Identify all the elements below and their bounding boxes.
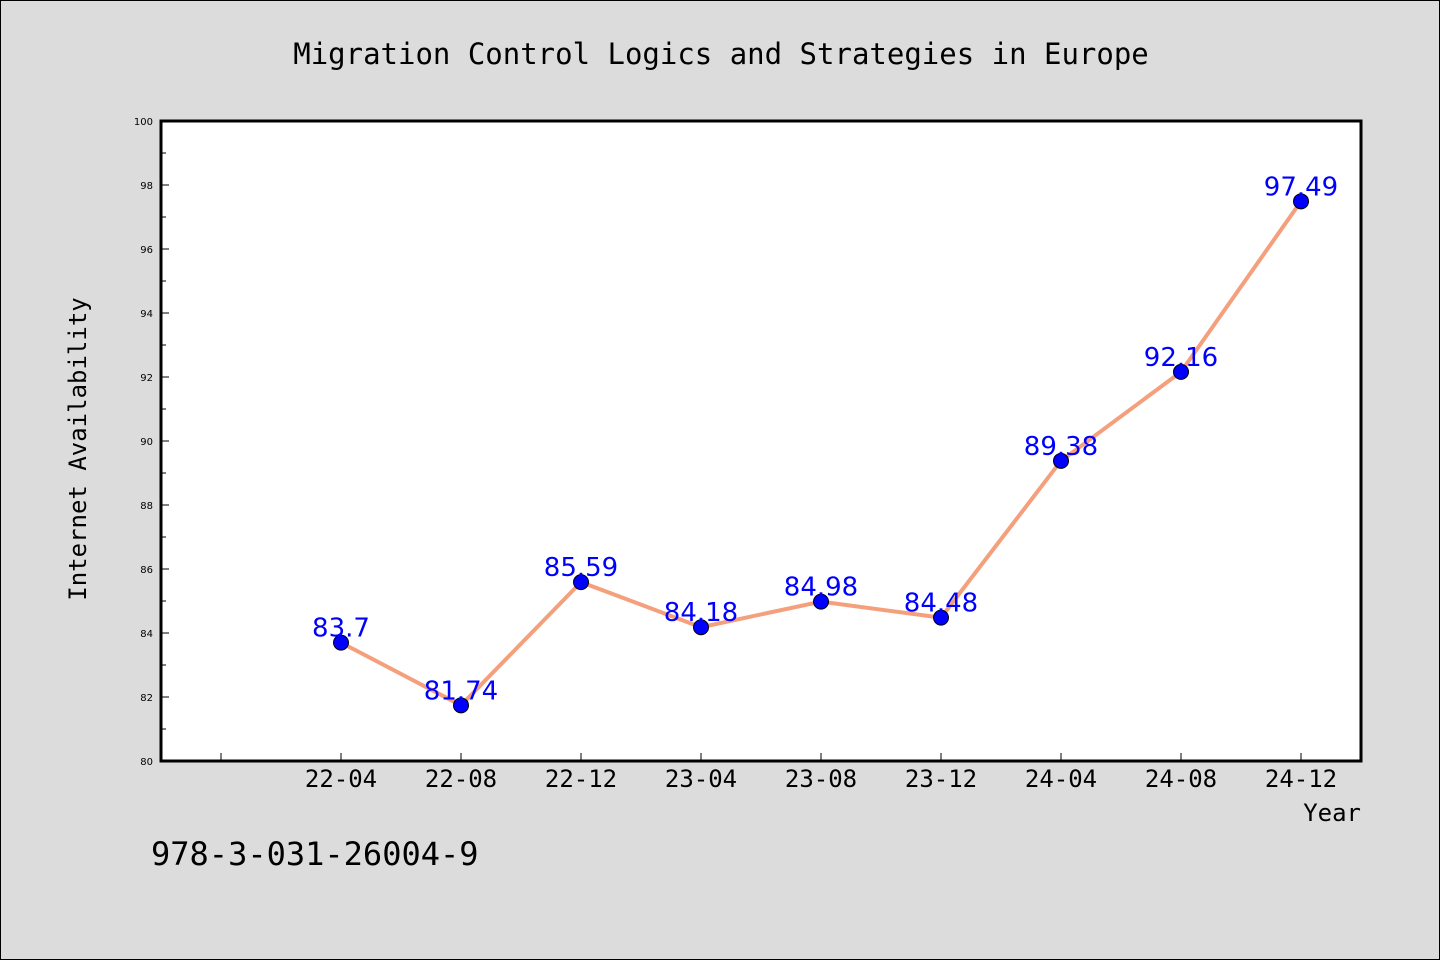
y-tick-label: 84	[140, 629, 153, 640]
data-point-marker	[693, 619, 709, 636]
x-tick-label: 24-12	[1265, 765, 1337, 793]
x-tick-label: 23-08	[785, 765, 857, 793]
data-point-marker	[1173, 363, 1189, 380]
series-line-group	[333, 193, 1309, 714]
x-tick-label: 22-04	[305, 765, 377, 793]
data-label: 81.74	[424, 676, 498, 706]
x-tick-label: 23-12	[905, 765, 977, 793]
x-tick-label: 24-04	[1025, 765, 1097, 793]
y-tick-label: 86	[140, 565, 153, 576]
data-label: 84.98	[784, 573, 858, 603]
data-point-marker	[333, 634, 349, 651]
chart-title: Migration Control Logics and Strategies …	[293, 37, 1149, 71]
y-tick-label: 94	[140, 309, 153, 320]
data-label: 92.16	[1144, 343, 1218, 373]
x-tick-label: 22-12	[545, 765, 617, 793]
plot-area	[159, 119, 1363, 763]
x-tick-label: 23-04	[665, 765, 737, 793]
data-labels: 83.7 81.74 85.59 84.18 84.98 84.48 89.38 92.16 9…	[312, 172, 1338, 706]
data-label: 89.38	[1024, 432, 1098, 462]
data-point-marker	[933, 609, 949, 626]
data-point-marker	[573, 574, 589, 591]
data-label: 84.48	[904, 589, 978, 619]
x-tick-label: 24-08	[1145, 765, 1217, 793]
y-tick-label: 90	[140, 437, 153, 448]
isbn-text: 978-3-031-26004-9	[151, 835, 479, 873]
data-point-marker	[453, 697, 469, 714]
y-tick-label: 92	[140, 373, 153, 384]
data-point-marker	[1053, 452, 1069, 469]
data-point-marker	[1293, 193, 1309, 210]
data-label: 85.59	[544, 553, 618, 583]
x-axis-label: Year	[1303, 799, 1361, 827]
x-tick-label: 22-08	[425, 765, 497, 793]
data-label: 84.18	[664, 598, 738, 628]
y-axis: 80 82 84 86 88 90 92 94 96 98 100	[134, 117, 169, 768]
y-tick-label: 88	[140, 501, 153, 512]
y-tick-label: 96	[140, 245, 153, 256]
y-axis-label: Internet Availability	[64, 297, 92, 600]
y-tick-label: 80	[140, 757, 153, 768]
data-point-marker	[813, 593, 829, 610]
y-tick-label: 100	[134, 117, 153, 128]
data-label: 97.49	[1264, 172, 1338, 202]
y-tick-label: 82	[140, 693, 153, 704]
y-tick-label: 98	[140, 181, 153, 192]
x-axis: 22-04 22-08 22-12 23-04 23-08 23-12 24-04 24-08…	[220, 753, 1337, 793]
data-label: 83.7	[312, 614, 370, 644]
